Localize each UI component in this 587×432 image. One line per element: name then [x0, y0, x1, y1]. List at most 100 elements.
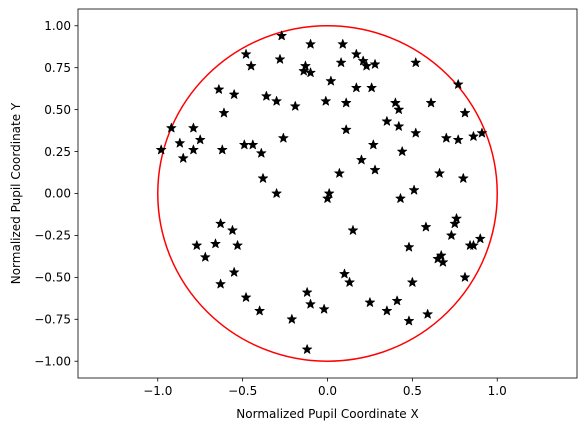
data-point-96: [319, 303, 330, 314]
data-point-50: [256, 147, 267, 158]
data-point-23: [290, 100, 301, 111]
data-point-60: [324, 188, 335, 198]
data-point-4: [337, 38, 348, 49]
data-point-12: [358, 55, 369, 66]
data-point-28: [393, 104, 404, 114]
data-point-30: [218, 107, 230, 118]
data-point-70: [446, 230, 457, 240]
data-point-26: [425, 97, 437, 108]
data-point-93: [422, 308, 433, 319]
y-tick-label: −0.75: [34, 312, 71, 326]
data-point-89: [364, 297, 375, 307]
data-point-73: [210, 238, 221, 249]
data-point-25: [341, 97, 352, 108]
data-point-62: [322, 193, 333, 203]
data-point-38: [468, 131, 479, 141]
data-point-87: [215, 278, 226, 289]
data-point-45: [247, 139, 258, 150]
data-point-14: [453, 79, 464, 89]
data-point-7: [274, 54, 286, 64]
data-point-83: [339, 268, 350, 279]
y-tick-label: −0.25: [34, 229, 71, 243]
data-point-3: [300, 60, 311, 71]
data-point-41: [195, 134, 206, 145]
data-point-37: [476, 127, 488, 138]
y-tick-label: −1.00: [34, 354, 71, 368]
data-point-15: [305, 67, 316, 78]
data-point-48: [188, 144, 199, 155]
data-point-40: [453, 134, 464, 145]
data-point-16: [325, 75, 336, 86]
data-point-65: [449, 218, 460, 229]
data-point-5: [351, 48, 362, 59]
data-point-78: [200, 251, 211, 262]
data-point-52: [178, 152, 189, 163]
data-point-13: [361, 60, 372, 71]
x-axis-label: Normalized Pupil Coordinate X: [236, 407, 418, 421]
pupil-circle-layer: [157, 25, 498, 362]
data-point-49: [217, 144, 228, 155]
data-point-56: [434, 168, 445, 178]
data-point-74: [232, 240, 243, 250]
data-point-34: [188, 122, 199, 133]
data-point-57: [257, 173, 269, 183]
x-axis-ticks: −1.0 −0.5 0.0 0.5 1.0: [143, 378, 507, 398]
data-point-92: [381, 305, 392, 316]
x-tick-label: 1.0: [488, 384, 507, 398]
data-point-77: [468, 240, 479, 250]
data-point-69: [227, 225, 238, 235]
data-points-layer: [156, 30, 488, 354]
data-point-95: [305, 298, 316, 309]
data-point-43: [174, 137, 185, 148]
data-point-1: [240, 48, 252, 59]
x-tick-label: 0.5: [403, 384, 422, 398]
data-point-20: [229, 89, 240, 99]
data-point-90: [254, 305, 265, 316]
x-tick-label: −0.5: [228, 384, 257, 398]
data-point-75: [403, 241, 415, 252]
plot-border: [77, 8, 578, 379]
data-point-32: [393, 121, 404, 131]
data-point-58: [458, 173, 469, 183]
data-point-94: [302, 287, 313, 297]
data-point-33: [166, 122, 177, 133]
data-point-31: [381, 116, 392, 126]
y-tick-label: 0.50: [44, 103, 71, 117]
data-point-17: [351, 82, 362, 93]
data-point-91: [392, 295, 403, 306]
data-point-8: [298, 65, 309, 76]
data-point-82: [229, 267, 240, 277]
x-tick-label: −1.0: [143, 384, 172, 398]
data-point-6: [246, 60, 257, 71]
data-point-67: [420, 221, 431, 232]
data-point-64: [451, 213, 462, 223]
y-tick-label: 1.00: [44, 19, 71, 33]
data-point-46: [368, 139, 379, 150]
data-point-81: [437, 256, 448, 267]
data-point-36: [410, 127, 421, 138]
data-point-80: [432, 253, 443, 264]
data-point-19: [213, 84, 224, 94]
data-point-63: [395, 193, 406, 203]
data-point-99: [302, 344, 313, 354]
data-point-21: [261, 90, 272, 101]
y-tick-label: 0.00: [44, 187, 71, 201]
data-point-85: [344, 277, 355, 287]
data-point-68: [347, 225, 359, 235]
y-axis-label: Normalized Pupil Coordinate Y: [9, 102, 23, 284]
y-tick-label: −0.50: [34, 271, 71, 285]
data-point-71: [475, 233, 486, 244]
data-point-2: [305, 38, 316, 49]
data-point-0: [276, 30, 287, 41]
data-point-54: [369, 164, 381, 175]
y-tick-label: 0.75: [44, 61, 71, 75]
data-point-18: [366, 82, 377, 93]
data-point-24: [320, 95, 331, 106]
pupil-boundary-circle: [157, 25, 498, 362]
data-point-29: [459, 107, 471, 118]
data-point-47: [156, 144, 167, 155]
data-point-53: [356, 154, 367, 165]
x-tick-label: 0.0: [318, 384, 337, 398]
data-point-88: [240, 292, 252, 302]
